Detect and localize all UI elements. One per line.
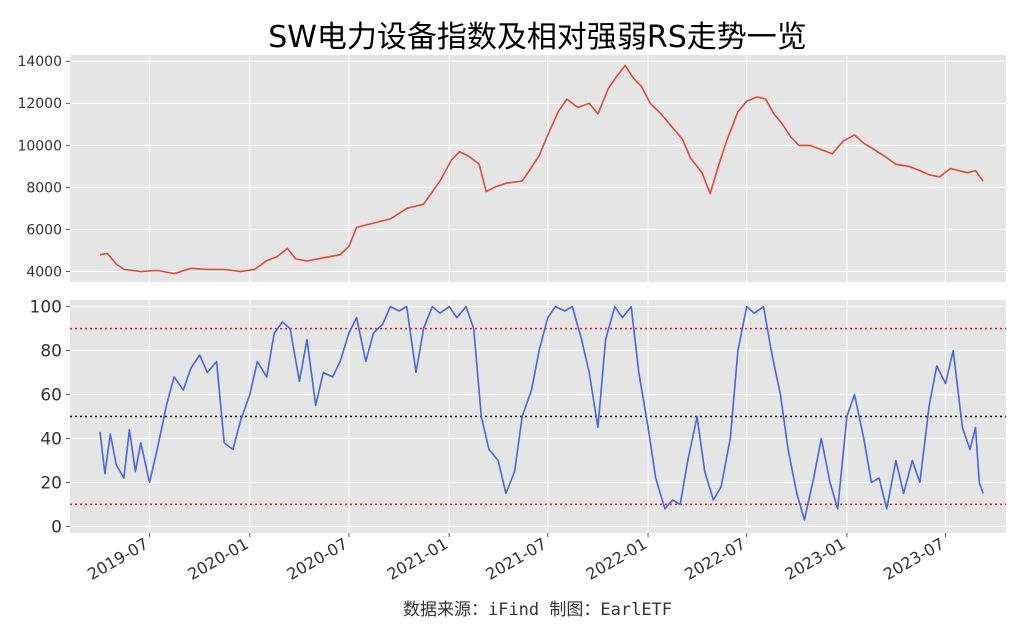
source-caption: 数据来源：iFind 制图：EarlETF <box>402 600 673 620</box>
x-tick-label: 2021-01 <box>384 534 451 584</box>
series-line-rs <box>99 305 984 521</box>
y-tick-label: 4000 <box>26 264 62 280</box>
x-tick-label: 2022-07 <box>681 534 748 584</box>
x-tick-label: 2022-01 <box>583 534 650 584</box>
x-tick-label: 2023-01 <box>782 534 849 584</box>
series-line-index <box>99 64 984 275</box>
y-tick-label: 40 <box>40 429 62 449</box>
y-tick-label: 60 <box>40 385 62 405</box>
x-tick-label: 2019-07 <box>84 534 151 584</box>
y-tick-label: 14000 <box>17 54 62 70</box>
y-tick-label: 0 <box>51 517 62 537</box>
plot-area-index <box>70 55 1006 282</box>
y-tick-label: 6000 <box>26 222 62 238</box>
x-tick-label: 2021-07 <box>482 534 549 584</box>
y-tick-label: 80 <box>40 342 62 362</box>
chart-title: SW电力设备指数及相对强弱RS走势一览 <box>268 20 807 55</box>
y-tick-label: 8000 <box>26 180 62 196</box>
x-tick-label: 2023-07 <box>880 534 947 584</box>
x-tick-label: 2020-07 <box>284 534 351 584</box>
y-tick-label: 20 <box>40 473 62 493</box>
x-tick-label: 2020-01 <box>184 534 251 584</box>
y-tick-label: 12000 <box>17 96 62 112</box>
y-tick-label: 100 <box>30 298 62 318</box>
y-tick-label: 10000 <box>17 138 62 154</box>
